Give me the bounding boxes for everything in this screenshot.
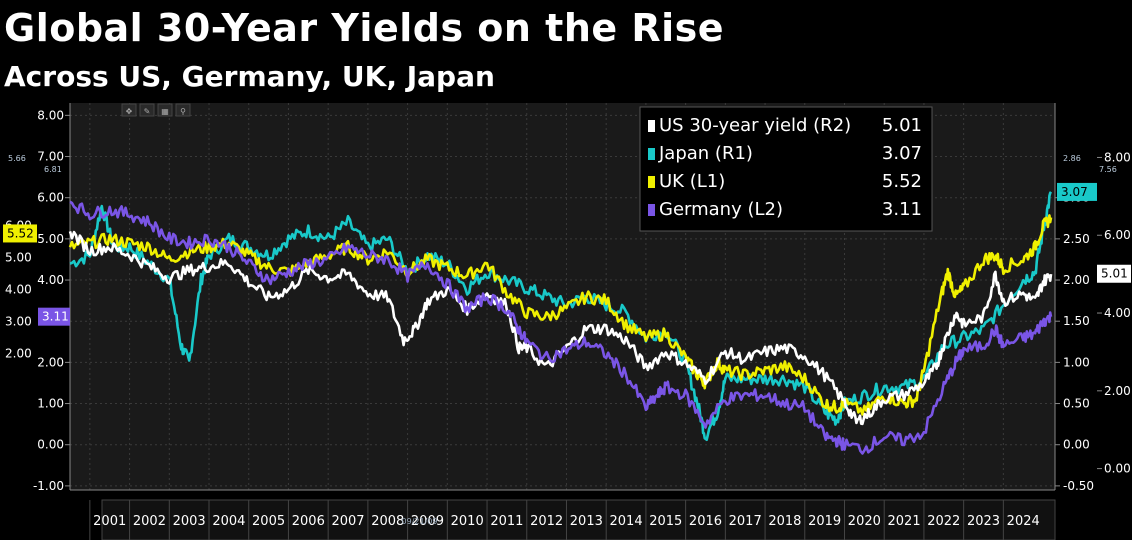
x-tick-label: 2010 xyxy=(451,514,484,529)
legend-swatch-germany xyxy=(648,204,655,216)
flag-uk-value: 5.52 xyxy=(7,226,34,240)
series-line-uk xyxy=(68,214,1053,416)
left-overlay-tick-label: 5.00 xyxy=(5,250,32,264)
r1-tick-label: 0.50 xyxy=(1063,397,1090,411)
x-tick-label: 2023 xyxy=(967,514,1000,529)
x-tick-label: 2003 xyxy=(173,514,206,529)
left-overlay-tick-label: 4.00 xyxy=(5,283,32,297)
x-tick-label: 2018 xyxy=(768,514,801,529)
x-axis-band xyxy=(101,499,1056,540)
legend-swatch-japan xyxy=(648,148,655,160)
legend-value-us: 5.01 xyxy=(882,115,922,136)
x-axis: 2001 2002 2003 2004 2005 2006 2007 2008 2009 2010… xyxy=(70,489,1056,540)
r1-tick-label: -0.50 xyxy=(1063,479,1094,493)
flag-us-value: 5.01 xyxy=(1101,267,1128,281)
flag-us-value-bg xyxy=(1097,264,1131,283)
left-tick-label: 4.00 xyxy=(37,273,64,287)
left-tick-label: 2.00 xyxy=(37,355,64,369)
legend-box xyxy=(639,106,933,232)
x-tick-label: 2004 xyxy=(212,514,245,529)
r1-tick-label: 2.00 xyxy=(1063,273,1090,287)
left-tick-label: 6.00 xyxy=(37,191,64,205)
legend-label-japan: Japan (R1) xyxy=(658,143,753,164)
legend-swatch-uk xyxy=(648,176,655,188)
date-marker-label: 09/21/09 xyxy=(402,517,438,526)
x-tick-label: 2002 xyxy=(133,514,166,529)
x-tick-label: 2013 xyxy=(570,514,603,529)
chart-title: Global 30-Year Yields on the Rise xyxy=(4,6,725,50)
left-tick-label: -1.00 xyxy=(33,479,64,493)
mini-label-left-2: 6.81 xyxy=(44,165,62,174)
x-tick-label: 2006 xyxy=(292,514,325,529)
pen-icon[interactable]: ✎ xyxy=(144,107,151,116)
legend-value-uk: 5.52 xyxy=(882,171,922,192)
x-tick-label: 2011 xyxy=(490,514,523,529)
left-tick-label: 7.00 xyxy=(37,150,64,164)
x-tick-label: 2021 xyxy=(888,514,921,529)
legend-label-us: US 30-year yield (R2) xyxy=(659,115,851,136)
left-overlay-tick-label: 2.00 xyxy=(5,347,32,361)
mini-label-right-1: 2.86 xyxy=(1063,154,1081,163)
x-tick-label: 2014 xyxy=(610,514,643,529)
move-icon-button[interactable] xyxy=(121,103,137,117)
flag-japan-value: 3.07 xyxy=(1061,185,1088,199)
r2-tick-label: 2.00 xyxy=(1104,384,1131,398)
left-tick-label: 5.00 xyxy=(37,232,64,246)
r2-tick-label: 6.00 xyxy=(1104,228,1131,242)
r1-tick-label: 0.00 xyxy=(1063,438,1090,452)
zoom-icon-button[interactable] xyxy=(175,103,191,117)
flag-japan-value-bg xyxy=(1057,182,1097,201)
flag-uk-value-bg xyxy=(3,224,37,243)
x-tick-label: 2022 xyxy=(927,514,960,529)
x-tick-label: 2001 xyxy=(93,514,126,529)
legend-label-uk: UK (L1) xyxy=(659,171,725,192)
move-icon[interactable]: ✥ xyxy=(126,107,133,116)
mini-label-right-2: 7.56 xyxy=(1099,165,1117,174)
r1-tick-label: 1.00 xyxy=(1063,355,1090,369)
x-tick-label: 2007 xyxy=(331,514,364,529)
chart-subtitle: Across US, Germany, UK, Japan xyxy=(4,60,495,93)
flag-germany-value: 3.11 xyxy=(42,310,69,324)
x-tick-label: 2008 xyxy=(371,514,404,529)
value-flags: 5.52 3.11 3.07 5.01 5.66 6.81 2.86 7.56 xyxy=(3,154,1131,326)
r1-tick-label: 2.50 xyxy=(1063,232,1090,246)
left-tick-label: 1.00 xyxy=(37,397,64,411)
legend-label-germany: Germany (L2) xyxy=(659,199,783,220)
x-tick-label: 2017 xyxy=(729,514,762,529)
pen-icon-button[interactable] xyxy=(139,103,155,117)
r2-tick-label: 4.00 xyxy=(1104,306,1131,320)
zoom-icon[interactable]: ⚲ xyxy=(180,107,186,116)
x-tick-label: 2012 xyxy=(530,514,563,529)
grid-icon[interactable]: ▦ xyxy=(161,107,169,116)
series-lines xyxy=(68,191,1053,455)
x-tick-label: 2020 xyxy=(848,514,881,529)
x-tick-label: 2019 xyxy=(808,514,841,529)
left-tick-label: 0.00 xyxy=(37,438,64,452)
r2-tick-label: 8.00 xyxy=(1104,150,1131,164)
x-tick-label: 2024 xyxy=(1007,514,1040,529)
x-tick-label: 2016 xyxy=(689,514,722,529)
series-line-germany xyxy=(69,200,1053,455)
legend: US 30-year yield (R2) 5.01 Japan (R1) 3.07 U… xyxy=(639,106,933,232)
x-tick-label: 2015 xyxy=(649,514,682,529)
flag-germany-value-bg xyxy=(38,307,70,326)
left-tick-label: 8.00 xyxy=(37,108,64,122)
grid-icon-button[interactable] xyxy=(157,103,173,117)
r2-tick-label: 0.00 xyxy=(1104,462,1131,476)
legend-value-japan: 3.07 xyxy=(882,143,922,164)
series-line-us xyxy=(68,230,1053,426)
left-overlay-tick-label: 3.00 xyxy=(5,315,32,329)
r1-tick-label: 1.50 xyxy=(1063,314,1090,328)
legend-swatch-us xyxy=(648,120,655,132)
legend-value-germany: 3.11 xyxy=(882,199,922,220)
left-axis: 8.00 7.00 6.00 5.00 4.00 3.00 2.00 1.00 0.00 -1.0… xyxy=(5,103,71,493)
x-tick-label: 2005 xyxy=(252,514,285,529)
chart-toolbar[interactable]: ✥ ✎ ▦ ⚲ xyxy=(121,103,191,117)
x-tick-label: 2009 xyxy=(411,514,444,529)
mini-label-left-1: 5.66 xyxy=(8,154,26,163)
